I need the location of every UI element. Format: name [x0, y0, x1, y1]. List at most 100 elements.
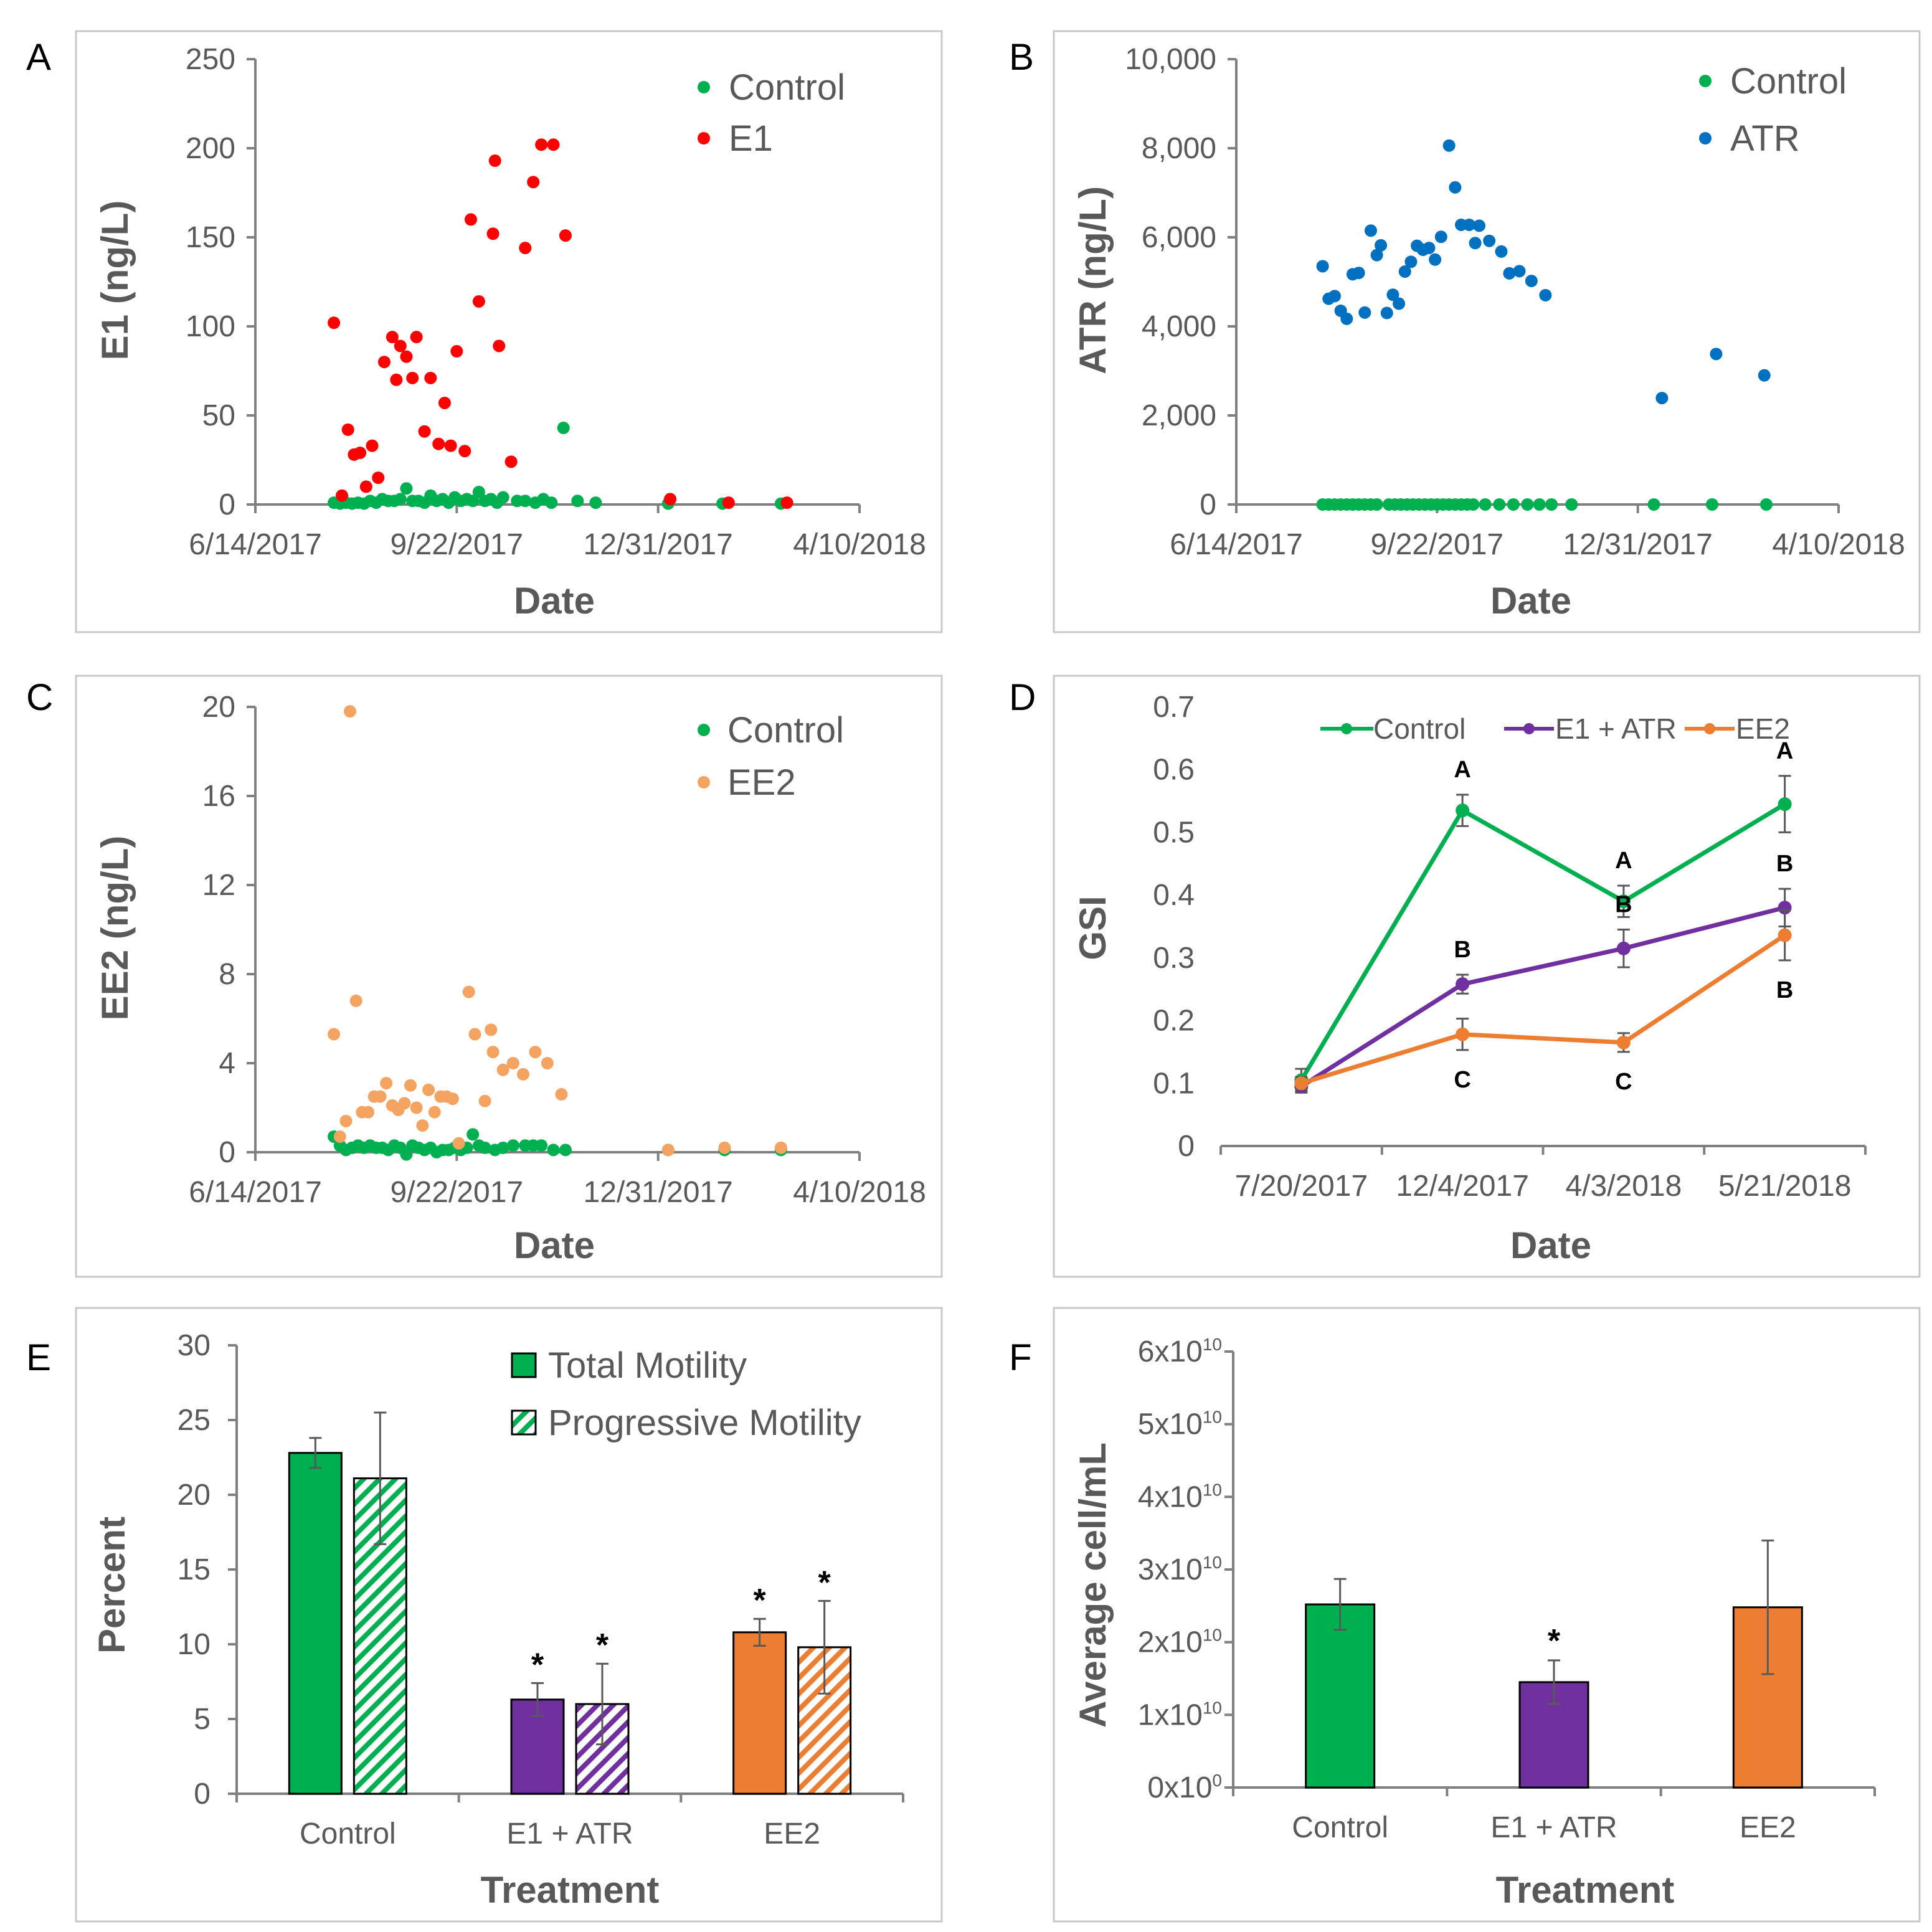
panel-a-point-e1 — [438, 396, 451, 409]
panel-b-point-atr — [1423, 242, 1436, 255]
panel-b-point-atr — [1316, 260, 1329, 273]
panel-c-point-ee2 — [555, 1088, 568, 1101]
panel-e-significance-star: * — [596, 1627, 609, 1664]
panel-e-significance-star: * — [754, 1583, 767, 1619]
panel-b-point-atr — [1539, 288, 1552, 301]
panel-d-y-tick-label: 0.3 — [1153, 942, 1195, 975]
panel-a-point-e1 — [390, 373, 403, 386]
panel-a-legend: Control E1 — [698, 67, 845, 159]
panel-a-point-control — [394, 493, 407, 506]
panel-b-point-atr — [1386, 288, 1399, 301]
panel-d-significance-letter: C — [1454, 1067, 1470, 1093]
panel-c-point-ee2 — [422, 1083, 435, 1096]
panel-d-legend-marker-ee2 — [1704, 723, 1715, 734]
panel-a-legend-marker-e1 — [698, 132, 710, 144]
panel-label-d: D — [1009, 676, 1036, 718]
panel-b-legend-marker-atr — [1699, 132, 1712, 144]
panel-e-frame — [75, 1307, 943, 1923]
panel-b-point-atr — [1328, 290, 1341, 303]
panel-c-y-tick-label: 0 — [219, 1136, 235, 1169]
panel-f-y-tick-label: 2x1010 — [1138, 1626, 1222, 1659]
panel-a-point-e1 — [722, 496, 735, 509]
panel-b-point-atr — [1758, 369, 1771, 382]
panel-e-bar-total-motility — [732, 1631, 787, 1795]
panel-b-point-atr — [1352, 267, 1365, 280]
panel-b-y-tick-label: 0 — [1200, 488, 1216, 521]
panel-a-point-e1 — [488, 154, 501, 168]
panel-a-point-e1 — [464, 213, 477, 226]
panel-a-point-control — [519, 495, 532, 508]
panel-a-legend-e1: E1 — [729, 118, 773, 159]
panel-d-point-control — [1456, 803, 1470, 818]
panel-a-legend-control: Control — [729, 67, 845, 108]
panel-a-point-control — [545, 496, 558, 509]
panel-b-x-title: Date — [1490, 580, 1571, 622]
panel-a-point-e1 — [780, 496, 793, 509]
panel-b-y-tick-label: 4,000 — [1142, 310, 1216, 343]
panel-c-point-ee2 — [462, 985, 475, 998]
panel-b-y-tick-label: 8,000 — [1142, 132, 1216, 165]
panel-d-y-tick-label: 0.7 — [1153, 691, 1195, 724]
panel-a-y-tick-label: 50 — [202, 399, 235, 432]
panel-b-point-control — [1533, 498, 1546, 511]
panel-a-point-e1 — [444, 439, 457, 452]
panel-c-point-ee2 — [380, 1077, 393, 1090]
panel-c-point-control — [535, 1139, 548, 1152]
panel-label-c: C — [26, 676, 53, 718]
panel-a-y-tick-label: 200 — [186, 132, 235, 165]
panel-b-point-atr — [1393, 297, 1406, 310]
panel-a-point-e1 — [372, 471, 385, 485]
panel-b-point-atr — [1364, 224, 1377, 237]
panel-b-y-tick-label: 6,000 — [1142, 221, 1216, 254]
panel-c-frame — [75, 675, 943, 1278]
panel-a-point-control — [571, 495, 584, 508]
panel-c-point-ee2 — [428, 1106, 441, 1119]
panel-c-point-ee2 — [774, 1141, 787, 1154]
panel-b-point-control — [1521, 498, 1534, 511]
panel-f-x-tick-label: Control — [1292, 1811, 1388, 1844]
panel-a-point-e1 — [377, 356, 391, 369]
panel-d-significance-letter: B — [1615, 892, 1632, 918]
panel-a-point-e1 — [394, 339, 407, 353]
panel-e-legend-swatch-progressive — [511, 1409, 537, 1436]
panel-c-point-ee2 — [404, 1079, 417, 1092]
panel-b-y-tick-label: 2,000 — [1142, 399, 1216, 432]
panel-a-point-control — [589, 496, 602, 509]
panel-c-point-ee2 — [339, 1114, 353, 1127]
panel-label-a: A — [26, 36, 51, 78]
panel-b-x-tick-label: 9/22/2017 — [1371, 528, 1504, 561]
panel-d-significance-letter: B — [1776, 977, 1793, 1003]
panel-d-legend: Control E1 + ATR EE2 — [1320, 713, 1790, 745]
panel-b-point-atr — [1375, 239, 1388, 252]
panel-d-point-ee2 — [1778, 928, 1792, 942]
panel-c-point-ee2 — [506, 1057, 519, 1069]
panel-c-point-ee2 — [398, 1097, 411, 1110]
panel-b-point-atr — [1404, 255, 1418, 268]
panel-d-significance-letter: A — [1615, 848, 1632, 874]
panel-c-point-ee2 — [446, 1092, 459, 1106]
panel-d-significance-letter: B — [1454, 937, 1470, 963]
panel-a-point-e1 — [366, 439, 379, 452]
panel-a-x-tick-label: 12/31/2017 — [584, 528, 733, 561]
panel-c-point-ee2 — [362, 1106, 375, 1119]
panel-d-point-ee2 — [1456, 1027, 1470, 1041]
panel-a-point-e1 — [535, 138, 548, 151]
panel-c-point-ee2 — [485, 1023, 498, 1036]
panel-e-x-tick-label: E1 + ATR — [506, 1817, 633, 1850]
panel-d-significance-letter: B — [1776, 851, 1793, 877]
panel-c-point-ee2 — [541, 1057, 554, 1069]
panel-b-point-atr — [1380, 306, 1393, 320]
panel-a-point-control — [466, 495, 480, 508]
panel-c-point-ee2 — [374, 1090, 387, 1103]
panel-a-point-e1 — [386, 331, 399, 344]
panel-c-point-control — [547, 1144, 560, 1157]
panel-c-point-ee2 — [343, 705, 356, 718]
panel-c-point-ee2 — [349, 994, 362, 1007]
panel-c-x-tick-label: 9/22/2017 — [391, 1176, 524, 1209]
panel-a-point-e1 — [450, 345, 463, 358]
panel-label-b: B — [1009, 36, 1034, 78]
panel-c-legend-control: Control — [727, 710, 844, 751]
panel-a-point-e1 — [519, 242, 532, 255]
